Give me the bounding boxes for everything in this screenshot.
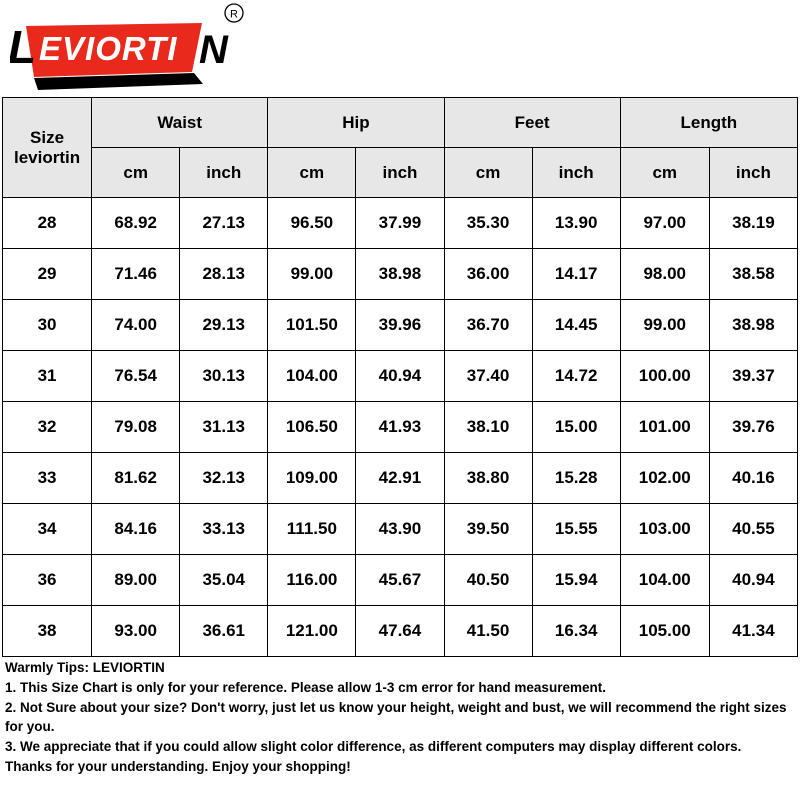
svg-text:L: L	[10, 21, 36, 73]
svg-text:N: N	[199, 28, 229, 72]
svg-text:EVIORTI: EVIORTI	[39, 30, 177, 67]
svg-text:R: R	[230, 9, 238, 21]
